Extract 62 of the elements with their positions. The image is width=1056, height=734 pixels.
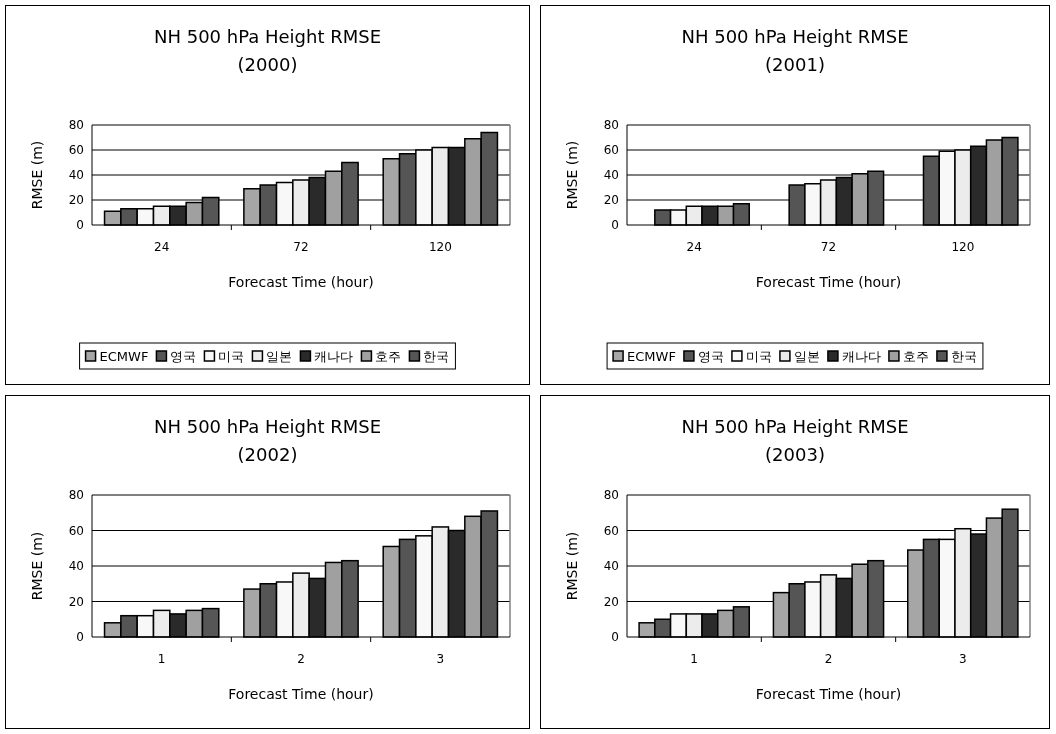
- x-axis-title: Forecast Time (hour): [228, 686, 374, 702]
- y-tick-label: 80: [603, 488, 619, 502]
- y-tick-label: 40: [603, 168, 619, 182]
- legend-label: 한국: [950, 349, 977, 364]
- y-tick-label: 80: [68, 488, 84, 502]
- chart-subtitle: (2003): [765, 444, 825, 465]
- y-tick-label: 60: [68, 143, 84, 157]
- chart-subtitle: (2000): [237, 54, 298, 75]
- y-tick-label: 40: [603, 559, 619, 573]
- x-tick-label: 72: [820, 240, 837, 254]
- x-tick-label: 120: [428, 240, 452, 254]
- x-tick-label: 24: [686, 240, 702, 254]
- x-tick-label: 2: [297, 652, 305, 666]
- legend-label: ECMWF: [627, 349, 676, 364]
- legend-label: 일본: [266, 349, 293, 364]
- y-axis-title: RMSE (m): [29, 531, 45, 601]
- y-tick-label: 20: [603, 193, 619, 207]
- legend-label: 한국: [423, 349, 450, 364]
- legend-label: 캐나다: [314, 349, 354, 364]
- x-tick-label: 3: [959, 652, 967, 666]
- y-tick-label: 20: [603, 594, 619, 609]
- y-tick-label: 60: [603, 523, 619, 538]
- y-tick-label: 60: [603, 143, 619, 157]
- x-tick-label: 24: [154, 240, 170, 254]
- chart-subtitle: (2002): [237, 444, 298, 465]
- y-tick-label: 80: [603, 118, 619, 132]
- x-tick-label: 3: [436, 652, 445, 666]
- x-axis-title: Forecast Time (hour): [228, 274, 374, 290]
- x-axis-title: Forecast Time (hour): [755, 686, 902, 702]
- legend-label: 미국: [745, 349, 772, 364]
- legend-label: 캐나다: [841, 349, 881, 364]
- legend-label: 영국: [697, 349, 724, 364]
- legend-label: 영국: [170, 349, 197, 364]
- x-tick-label: 120: [951, 240, 975, 254]
- chart-title: NH 500 hPa Height RMSE: [681, 416, 909, 437]
- y-tick-label: 40: [68, 168, 84, 182]
- chart-title: NH 500 hPa Height RMSE: [681, 26, 909, 47]
- y-tick-label: 0: [76, 630, 84, 644]
- y-axis-title: RMSE (m): [564, 531, 580, 601]
- chart-title: NH 500 hPa Height RMSE: [153, 26, 382, 47]
- x-tick-label: 1: [690, 652, 698, 666]
- x-tick-label: 2: [824, 652, 833, 666]
- legend-label: 일본: [793, 349, 820, 364]
- y-axis-title: RMSE (m): [564, 140, 580, 210]
- legend-label: 호주: [375, 349, 402, 364]
- legend-label: 미국: [218, 349, 245, 364]
- legend-label: 호주: [902, 349, 929, 364]
- x-tick-label: 1: [157, 652, 166, 666]
- y-tick-label: 20: [68, 594, 84, 609]
- chart-subtitle: (2001): [765, 54, 825, 75]
- y-tick-label: 0: [611, 630, 619, 644]
- y-tick-label: 60: [68, 523, 84, 538]
- y-tick-label: 0: [76, 218, 84, 232]
- x-axis-title: Forecast Time (hour): [755, 274, 902, 290]
- y-axis-title: RMSE (m): [29, 140, 45, 210]
- x-tick-label: 72: [293, 240, 309, 254]
- legend-label: ECMWF: [99, 349, 149, 364]
- y-tick-label: 20: [68, 193, 84, 207]
- chart-title: NH 500 hPa Height RMSE: [153, 416, 382, 437]
- y-tick-label: 80: [68, 118, 84, 132]
- y-tick-label: 0: [611, 218, 619, 232]
- y-tick-label: 40: [68, 559, 84, 573]
